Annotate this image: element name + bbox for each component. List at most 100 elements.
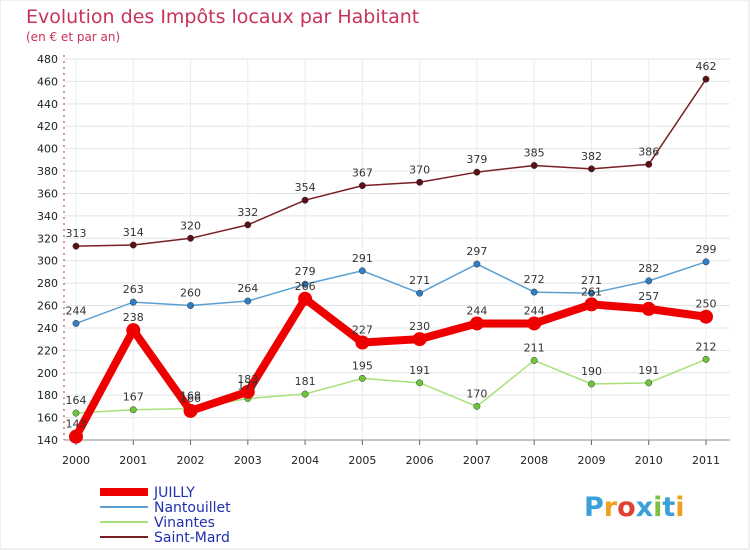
data-point-vinantes xyxy=(702,355,710,363)
y-tick-label: 480 xyxy=(37,53,58,66)
data-point-vinantes xyxy=(473,402,481,410)
data-label: 211 xyxy=(524,341,545,354)
series-lines xyxy=(69,75,713,444)
data-point-nantouillet xyxy=(129,298,137,306)
x-tick-label: 2008 xyxy=(520,454,548,467)
data-point-saint-mard xyxy=(244,221,252,229)
data-label: 183 xyxy=(237,373,258,386)
x-tick-label: 2001 xyxy=(119,454,147,467)
data-label: 320 xyxy=(180,219,201,232)
data-point-juilly xyxy=(69,429,83,444)
data-label: 313 xyxy=(66,227,87,240)
data-label: 177 xyxy=(237,380,258,393)
y-tick-label: 160 xyxy=(37,412,58,425)
y-tick-label: 340 xyxy=(37,210,58,223)
y-tick-label: 320 xyxy=(37,232,58,245)
plot-area xyxy=(64,55,730,440)
data-point-juilly xyxy=(240,384,255,399)
data-label: 314 xyxy=(123,226,144,239)
data-label: 181 xyxy=(295,375,316,388)
x-tick-label: 2003 xyxy=(234,454,262,467)
series-line-juilly xyxy=(72,294,710,441)
data-label: 166 xyxy=(180,392,201,405)
data-point-nantouillet xyxy=(473,260,481,268)
y-tick-label: 460 xyxy=(37,75,58,88)
data-point-saint-mard xyxy=(301,196,309,204)
y-tick-label: 220 xyxy=(37,344,58,357)
y-tick-label: 360 xyxy=(37,187,58,200)
y-tick-label: 300 xyxy=(37,255,58,268)
data-point-juilly xyxy=(355,335,370,350)
data-label: 190 xyxy=(581,365,602,378)
data-label: 191 xyxy=(638,364,659,377)
grid xyxy=(64,55,730,441)
data-point-vinantes xyxy=(358,374,366,382)
axes: 140 160 180 200 220 240 260 280 300 320 340 360 380 4… xyxy=(37,53,730,467)
y-tick-label: 260 xyxy=(37,300,58,313)
data-label: 143 xyxy=(66,418,87,431)
data-point-saint-mard xyxy=(416,178,424,186)
data-label: 212 xyxy=(696,340,717,353)
data-point-saint-mard xyxy=(702,75,710,83)
data-point-juilly xyxy=(584,297,599,312)
x-tick-label: 2005 xyxy=(348,454,376,467)
data-label: 370 xyxy=(409,163,430,176)
data-label: 261 xyxy=(581,285,602,298)
data-label: 230 xyxy=(409,320,430,333)
data-point-nantouillet xyxy=(187,302,194,309)
data-point-juilly xyxy=(641,301,656,316)
chart-subtitle: (en € et par an) xyxy=(26,30,120,44)
data-label: 354 xyxy=(295,181,316,194)
y-tick-label: 180 xyxy=(37,389,58,402)
legend-label: Nantouillet xyxy=(154,500,231,516)
chart-title: Evolution des Impôts locaux par Habitant xyxy=(26,6,419,28)
data-point-nantouillet xyxy=(702,258,710,266)
data-label: 379 xyxy=(466,153,487,166)
data-point-nantouillet xyxy=(301,280,309,288)
data-point-saint-mard xyxy=(530,162,538,169)
x-tick-label: 2009 xyxy=(577,454,605,467)
data-label: 244 xyxy=(466,304,487,317)
data-point-juilly xyxy=(412,332,427,347)
data-label: 164 xyxy=(66,394,87,407)
data-point-juilly xyxy=(699,309,713,324)
data-point-nantouillet xyxy=(530,288,538,296)
data-labels: 313 314 320 332 354 367 370 379 385 382 386 462 244 2… xyxy=(66,60,717,430)
data-label: 168 xyxy=(180,390,201,403)
series-line-nantouillet xyxy=(75,261,707,325)
data-point-vinantes xyxy=(588,380,595,388)
proxiti-logo: Proxiti xyxy=(584,492,685,523)
data-point-juilly xyxy=(298,291,313,306)
data-label: 386 xyxy=(638,145,659,158)
data-label: 170 xyxy=(466,387,487,400)
data-point-nantouillet xyxy=(645,277,653,285)
data-label: 271 xyxy=(581,274,602,287)
y-tick-label: 380 xyxy=(37,165,58,178)
data-label: 291 xyxy=(352,252,373,265)
data-point-saint-mard xyxy=(187,234,194,242)
data-label: 263 xyxy=(123,283,144,296)
x-tick-label: 2004 xyxy=(291,454,319,467)
y-tick-label: 200 xyxy=(37,367,58,380)
data-point-nantouillet xyxy=(244,297,252,305)
data-point-vinantes xyxy=(72,409,80,417)
data-label: 382 xyxy=(581,150,602,163)
data-label: 271 xyxy=(409,274,430,287)
data-label: 257 xyxy=(638,290,659,303)
data-point-juilly xyxy=(469,316,484,331)
data-point-nantouillet xyxy=(358,267,366,275)
data-label: 227 xyxy=(352,324,373,337)
data-label: 297 xyxy=(466,245,487,258)
data-point-nantouillet xyxy=(588,289,595,297)
data-label: 238 xyxy=(123,311,144,324)
data-label: 191 xyxy=(409,364,430,377)
legend-label: JUILLY xyxy=(153,485,195,501)
legend-label: Saint-Mard xyxy=(154,530,230,546)
legend-label: Vinantes xyxy=(154,515,215,531)
x-tick-label: 2007 xyxy=(463,454,491,467)
data-point-saint-mard xyxy=(588,165,595,173)
x-tick-label: 2006 xyxy=(406,454,434,467)
data-label: 195 xyxy=(352,359,373,372)
